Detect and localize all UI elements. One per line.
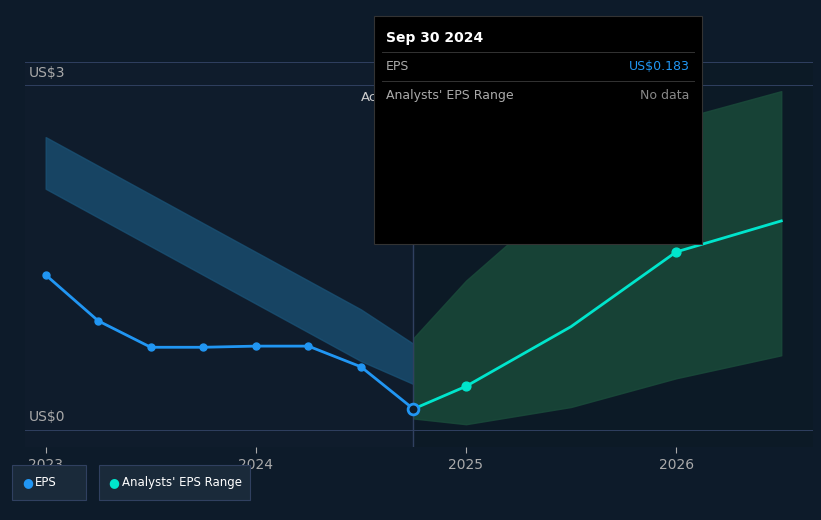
- Point: [250, 342, 263, 350]
- Bar: [414, 62, 813, 447]
- Text: Actual: Actual: [361, 91, 403, 104]
- Point: [92, 317, 105, 325]
- Point: [407, 405, 420, 413]
- Point: [197, 343, 210, 352]
- Text: ●: ●: [22, 476, 33, 489]
- Text: Analysts' EPS Range: Analysts' EPS Range: [122, 476, 241, 489]
- Point: [670, 248, 683, 256]
- Text: EPS: EPS: [386, 60, 409, 73]
- Text: ●: ●: [108, 476, 119, 489]
- Bar: [25, 62, 414, 447]
- Text: US$0: US$0: [29, 410, 66, 424]
- Point: [460, 382, 473, 391]
- Text: No data: No data: [640, 89, 690, 102]
- Point: [302, 342, 315, 350]
- Point: [407, 405, 420, 413]
- Point: [355, 362, 368, 371]
- Text: Analysts' EPS Range: Analysts' EPS Range: [386, 89, 513, 102]
- Text: Analysts Forecasts: Analysts Forecasts: [424, 91, 548, 104]
- Point: [39, 271, 53, 279]
- Text: US$0.183: US$0.183: [629, 60, 690, 73]
- Point: [144, 343, 158, 352]
- Text: Sep 30 2024: Sep 30 2024: [386, 31, 483, 45]
- Text: US$3: US$3: [29, 66, 66, 80]
- Text: EPS: EPS: [35, 476, 57, 489]
